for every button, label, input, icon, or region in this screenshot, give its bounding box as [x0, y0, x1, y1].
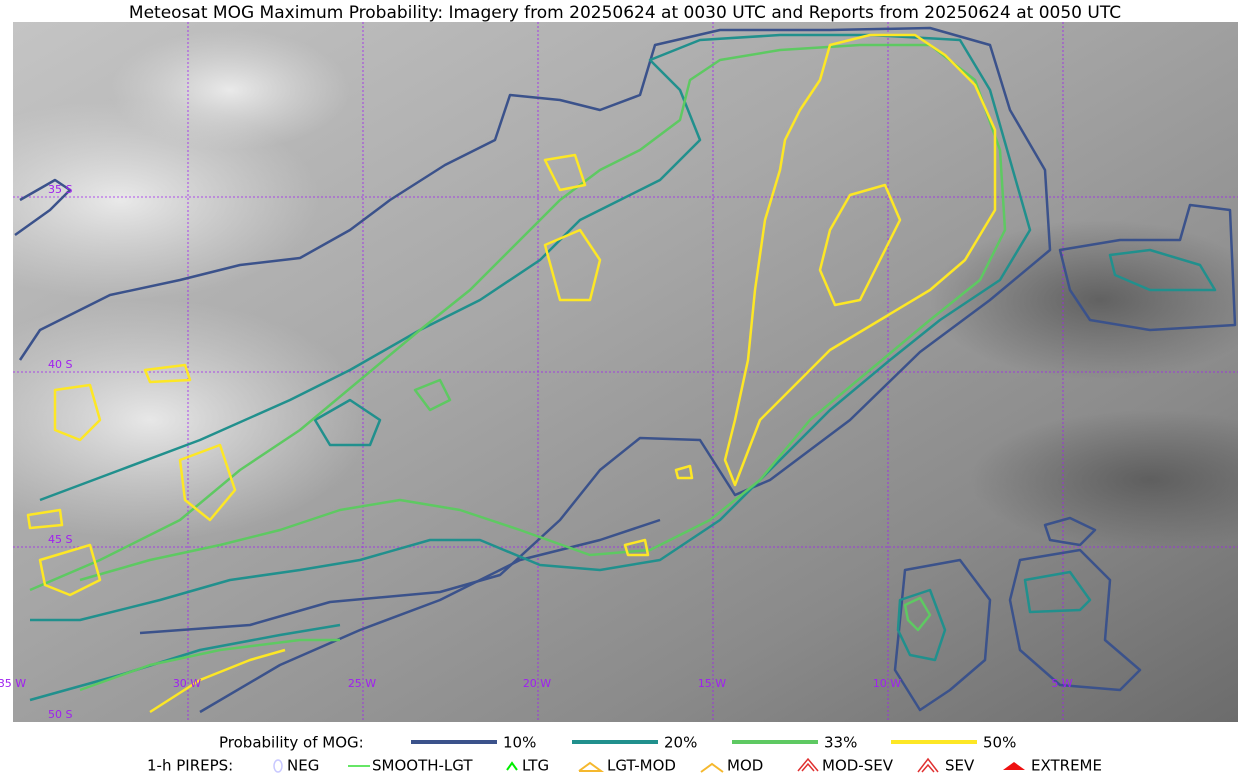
contour-50: [26, 508, 64, 530]
legend-label: 33%: [824, 734, 857, 752]
title: Meteosat MOG Maximum Probability: Imager…: [129, 3, 1121, 23]
legend-label: LTG: [522, 757, 549, 775]
legend-label: 20%: [664, 734, 697, 752]
pirep-icon: [921, 763, 935, 773]
lat-label: 35 S: [48, 183, 72, 196]
pirep-icon: [1003, 762, 1025, 770]
legend-label: 10%: [503, 734, 536, 752]
lon-label: 10 W: [873, 677, 901, 690]
cloud: [13, 100, 320, 300]
contour-50: [543, 153, 587, 192]
legend-label: LGT-MOD: [607, 757, 676, 775]
contour-10: [14, 178, 72, 237]
contour-50: [543, 228, 602, 302]
contour-50: [178, 443, 237, 522]
lat-label: 40 S: [48, 358, 72, 371]
contour-50: [818, 183, 902, 307]
legend-label: MOD-SEV: [822, 757, 894, 775]
contour-50: [623, 538, 650, 557]
contour-10: [1058, 203, 1237, 332]
contour-10: [1043, 516, 1097, 547]
contour-20: [29, 623, 341, 702]
legend-label: EXTREME: [1031, 757, 1102, 775]
legend-title: 1-h PIREPS:: [147, 757, 233, 775]
lon-label: 5 W: [1051, 677, 1072, 690]
contour-50: [38, 543, 102, 597]
legend-label: MOD: [727, 757, 763, 775]
pirep-icon: [578, 761, 605, 772]
contour-10: [18, 26, 1052, 635]
legend: Probability of MOG: 10% 20% 33% 50% 1-h PIREP…: [147, 734, 1102, 775]
contour-20: [896, 588, 947, 662]
pirep-icon: [506, 761, 518, 771]
legend-label: SEV: [945, 757, 975, 775]
contour-50: [723, 33, 997, 487]
contour-50: [143, 363, 192, 384]
contour-20: [1108, 248, 1217, 292]
legend-label: NEG: [287, 757, 319, 775]
contour-50: [674, 464, 694, 480]
pirep-icon: [917, 757, 939, 773]
contour-33: [29, 43, 1007, 592]
lat-label: 50 S: [48, 708, 72, 721]
contour-50: [149, 648, 286, 714]
contour-10: [1008, 548, 1142, 692]
contours: [14, 26, 1237, 714]
lon-label: 25 W: [348, 677, 376, 690]
lon-label: 20 W: [523, 677, 551, 690]
contour-33: [903, 596, 932, 632]
dry-area: [970, 410, 1238, 550]
legend-label: 50%: [983, 734, 1016, 752]
lon-label: 30 W: [173, 677, 201, 690]
map: [13, 22, 1238, 722]
lat-label: 45 S: [48, 533, 72, 546]
pirep-icon: [801, 762, 815, 772]
pirep-icon: [797, 757, 819, 772]
contour-50: [53, 383, 102, 442]
dry-area: [930, 220, 1238, 380]
contour-10: [199, 518, 661, 714]
contour-33: [413, 378, 452, 412]
contour-20: [30, 33, 1032, 622]
cloud: [110, 30, 350, 150]
map-labels: 35 S 40 S 45 S 50 S 35 W 30 W 25 W 20 W 15 W 10 W…: [0, 183, 1073, 721]
contour-33: [79, 638, 340, 692]
contour-20: [313, 398, 382, 447]
contour-10: [893, 558, 992, 712]
cloud: [13, 300, 370, 540]
legend-label: SMOOTH-LGT: [372, 757, 473, 775]
contour-20: [1023, 570, 1092, 614]
legend-title: Probability of MOG:: [219, 734, 364, 752]
lon-label: 35 W: [0, 677, 26, 690]
pirep-icon: [273, 759, 283, 773]
lon-label: 15 W: [698, 677, 726, 690]
pirep-icon: [700, 762, 724, 773]
